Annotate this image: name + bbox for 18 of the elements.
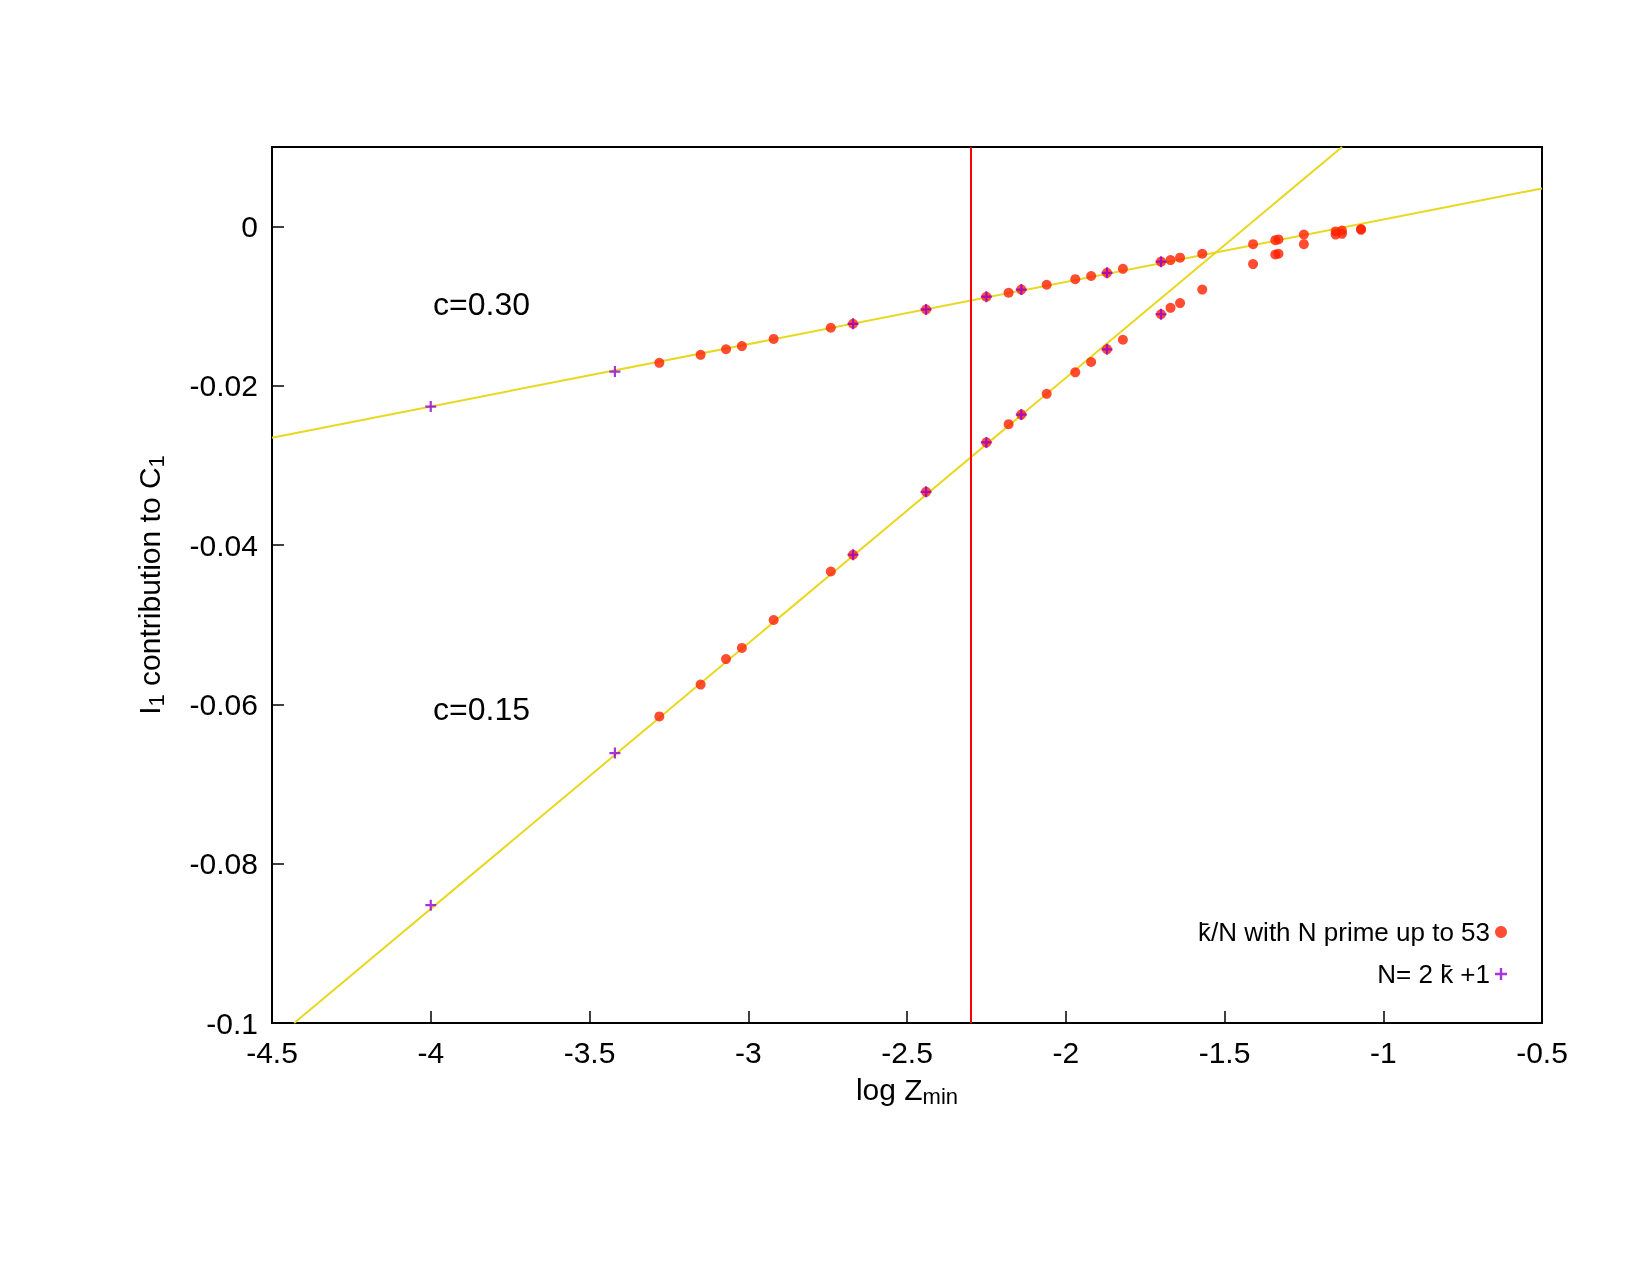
- y-tick-label: -0.04: [189, 528, 258, 562]
- x-tick-label: -2.5: [881, 1035, 933, 1069]
- x-tick-label: -1.5: [1198, 1035, 1251, 1069]
- x-tick-label: -3: [734, 1035, 762, 1069]
- x-tick-label: -0.5: [1516, 1035, 1568, 1069]
- legend-label: k̄/N with N prime up to 53: [1198, 917, 1490, 947]
- annotation: c=0.30: [433, 286, 530, 322]
- legend-label: N= 2 k̄ +1: [1377, 959, 1490, 989]
- x-tick-label: -4: [417, 1035, 445, 1069]
- x-tick-label: -1: [1369, 1035, 1397, 1069]
- y-tick-label: -0.02: [189, 369, 258, 403]
- y-tick-label: -0.06: [189, 687, 258, 721]
- y-tick-label: 0: [241, 210, 258, 244]
- y-axis-title: I1 contribution to C1: [132, 455, 169, 715]
- annotation: c=0.15: [433, 691, 530, 727]
- x-tick-label: -2: [1052, 1035, 1080, 1069]
- x-tick-label: -3.5: [563, 1035, 616, 1069]
- y-tick-label: -0.08: [189, 847, 258, 881]
